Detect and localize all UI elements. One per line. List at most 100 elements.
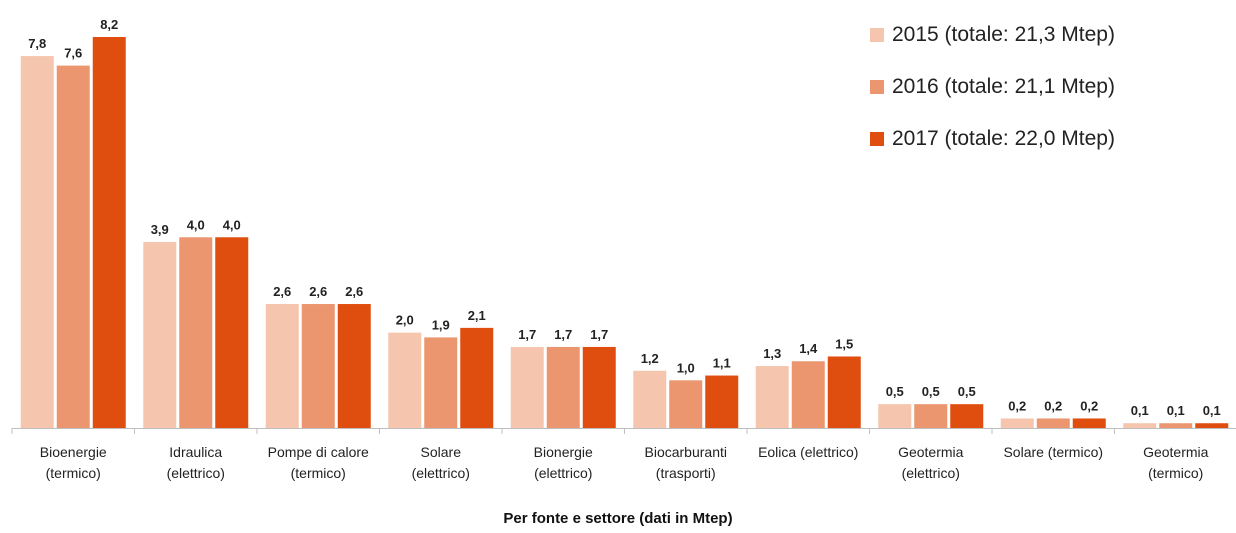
category-label: Bionergie (elettrico): [534, 444, 593, 481]
category-label: Pompe di calore (termico): [268, 444, 369, 481]
value-label: 4,0: [187, 217, 205, 232]
bar-2016-5: [669, 380, 703, 428]
category-label: Biocarburanti (trasporti): [645, 444, 728, 481]
bar-2017-4: [582, 346, 616, 428]
category-label-line: (elettrico): [534, 465, 592, 481]
bar-2016-4: [546, 346, 580, 428]
category-label-line: (elettrico): [902, 465, 960, 481]
category-label-line: Biocarburanti: [645, 444, 728, 460]
category-label-line: (elettrico): [167, 465, 225, 481]
value-label: 1,7: [590, 327, 608, 342]
value-label: 2,6: [273, 284, 291, 299]
bar-2016-7: [914, 404, 948, 428]
legend: 2015 (totale: 21,3 Mtep) 2016 (totale: 2…: [870, 22, 1115, 178]
x-axis-ticks: [11, 428, 1115, 434]
category-label-line: Solare: [421, 444, 462, 460]
category-label-line: Bionergie: [534, 444, 593, 460]
value-label: 0,2: [1080, 398, 1098, 413]
legend-swatch-2017: [870, 132, 884, 146]
category-label: Geotermia (termico): [1143, 444, 1209, 481]
bar-2015-1: [143, 242, 177, 428]
category-label-line: Solare (termico): [1003, 444, 1103, 460]
bar-2017-0: [92, 37, 126, 428]
legend-label-2015: 2015 (totale: 21,3 Mtep): [892, 23, 1115, 46]
bar-2017-1: [215, 237, 249, 428]
bar-2016-9: [1159, 423, 1193, 428]
value-label: 2,0: [396, 313, 414, 328]
bar-2017-6: [827, 356, 861, 428]
value-label: 2,6: [309, 284, 327, 299]
value-label: 1,2: [641, 351, 659, 366]
category-label-line: (trasporti): [656, 465, 716, 481]
bars-group: [20, 37, 1229, 429]
bar-2017-5: [705, 375, 739, 428]
bar-2015-2: [265, 304, 299, 428]
category-label-line: (termico): [291, 465, 346, 481]
category-label: Solare (elettrico): [412, 444, 470, 481]
bar-2016-8: [1036, 418, 1070, 428]
category-label-line: Geotermia: [1143, 444, 1209, 460]
value-label: 1,4: [799, 341, 818, 356]
value-label: 1,1: [713, 356, 731, 371]
bar-2016-1: [179, 237, 213, 428]
legend-item-2015: 2015 (totale: 21,3 Mtep): [870, 22, 1115, 48]
bar-2017-2: [337, 304, 371, 428]
category-label-line: Geotermia: [898, 444, 964, 460]
category-label: Bioenergie (termico): [40, 444, 107, 481]
value-label: 0,1: [1203, 403, 1221, 418]
bar-2015-9: [1123, 423, 1157, 428]
value-label: 0,5: [922, 384, 940, 399]
category-label-line: (elettrico): [412, 465, 470, 481]
bar-2016-6: [791, 361, 825, 428]
bar-2016-3: [424, 337, 458, 428]
value-label: 7,6: [64, 46, 82, 61]
category-label: Idraulica (elettrico): [167, 444, 225, 481]
legend-item-2017: 2017 (totale: 22,0 Mtep): [870, 126, 1115, 152]
category-label-line: (termico): [1148, 465, 1203, 481]
bar-2017-9: [1195, 423, 1229, 428]
value-label: 1,9: [432, 317, 450, 332]
legend-item-2016: 2016 (totale: 21,1 Mtep): [870, 74, 1115, 100]
category-label: Geotermia (elettrico): [898, 444, 964, 481]
value-label: 2,6: [345, 284, 363, 299]
value-label: 0,1: [1167, 403, 1185, 418]
value-label: 3,9: [151, 222, 169, 237]
value-label: 1,3: [763, 346, 781, 361]
bar-2015-7: [878, 404, 912, 428]
bar-2015-8: [1000, 418, 1034, 428]
value-label: 0,5: [958, 384, 976, 399]
value-label: 1,0: [677, 360, 695, 375]
legend-label-2016: 2016 (totale: 21,1 Mtep): [892, 75, 1115, 98]
value-label: 1,7: [554, 327, 572, 342]
legend-swatch-2016: [870, 80, 884, 94]
bar-2017-3: [460, 327, 494, 428]
category-label: Solare (termico): [1003, 444, 1103, 460]
value-label: 0,1: [1131, 403, 1149, 418]
bar-2015-0: [20, 56, 54, 428]
value-label: 8,2: [100, 17, 118, 32]
category-label-line: Pompe di calore: [268, 444, 369, 460]
bar-2015-6: [755, 366, 789, 428]
category-labels-group: Bioenergie (termico) Idraulica (elettrico) P…: [40, 444, 1209, 481]
value-label: 2,1: [468, 308, 486, 323]
value-label: 1,7: [518, 327, 536, 342]
value-labels-group: 7,8 7,6 8,2 3,9 4,0 4,0 2,6 2,6 2,6 2,0 1,9 2,1 1,7 1…: [28, 17, 1221, 418]
value-label: 0,2: [1008, 398, 1026, 413]
bar-2015-5: [633, 370, 667, 428]
bar-2016-2: [301, 304, 335, 428]
category-label-line: Idraulica: [169, 444, 222, 460]
bar-2015-4: [510, 346, 544, 428]
legend-swatch-2015: [870, 28, 884, 42]
value-label: 0,2: [1044, 398, 1062, 413]
bar-2017-7: [950, 404, 984, 428]
category-label-line: Bioenergie: [40, 444, 107, 460]
value-label: 4,0: [223, 217, 241, 232]
bar-2016-0: [56, 65, 90, 429]
bar-2015-3: [388, 332, 422, 428]
category-label-line: (termico): [46, 465, 101, 481]
x-axis-title: Per fonte e settore (dati in Mtep): [503, 510, 733, 527]
legend-label-2017: 2017 (totale: 22,0 Mtep): [892, 127, 1115, 150]
value-label: 0,5: [886, 384, 904, 399]
category-label: Eolica (elettrico): [758, 444, 858, 460]
